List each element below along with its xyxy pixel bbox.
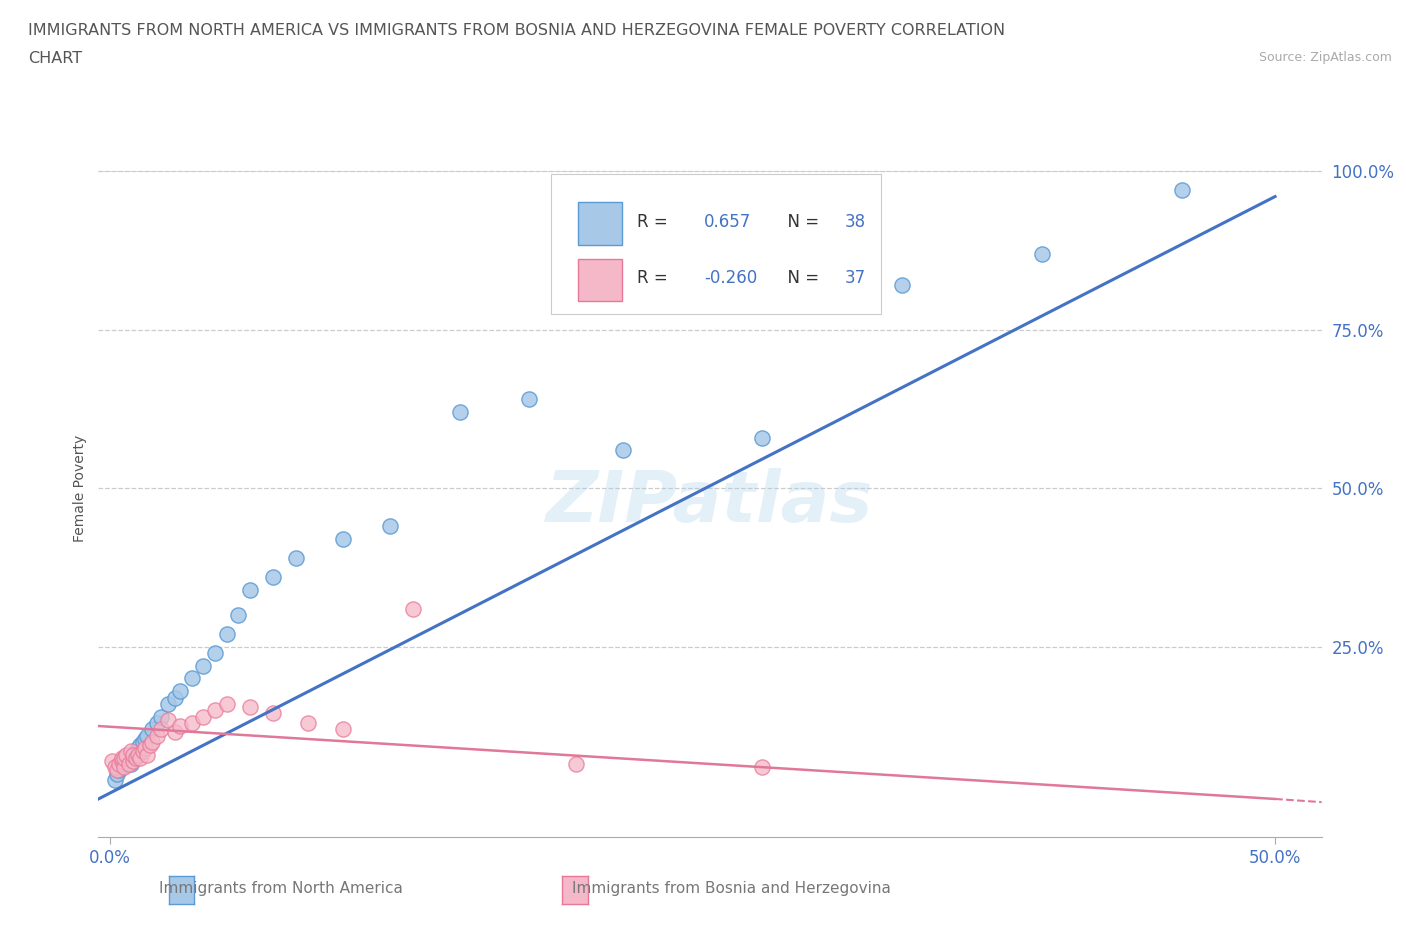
- Point: [297, 715, 319, 730]
- Text: N =: N =: [778, 270, 825, 287]
- Point: [204, 645, 226, 660]
- Point: [193, 709, 215, 724]
- Point: [215, 697, 238, 711]
- Point: [131, 744, 153, 759]
- Point: [180, 671, 202, 686]
- Point: [112, 757, 135, 772]
- Point: [141, 722, 163, 737]
- Point: [157, 697, 180, 711]
- Point: [165, 690, 187, 705]
- Point: [118, 757, 141, 772]
- Point: [891, 278, 914, 293]
- Point: [122, 753, 145, 768]
- Point: [157, 712, 180, 727]
- Point: [115, 753, 138, 768]
- Point: [239, 699, 262, 714]
- Point: [138, 737, 160, 752]
- Text: R =: R =: [637, 270, 672, 287]
- Point: [122, 747, 145, 762]
- Point: [332, 532, 354, 547]
- Point: [204, 703, 226, 718]
- Point: [120, 757, 142, 772]
- Point: [612, 443, 634, 458]
- Point: [136, 728, 159, 743]
- Point: [125, 751, 148, 765]
- Point: [262, 706, 284, 721]
- Text: Source: ZipAtlas.com: Source: ZipAtlas.com: [1258, 51, 1392, 64]
- Point: [127, 741, 149, 756]
- Point: [565, 757, 588, 772]
- Point: [104, 773, 127, 788]
- Point: [169, 684, 191, 698]
- Text: Immigrants from North America: Immigrants from North America: [159, 881, 404, 896]
- Point: [332, 722, 354, 737]
- Point: [145, 728, 167, 743]
- Text: N =: N =: [778, 213, 825, 231]
- Text: 37: 37: [845, 270, 866, 287]
- FancyBboxPatch shape: [578, 259, 621, 301]
- Point: [150, 709, 173, 724]
- Point: [118, 751, 141, 765]
- Point: [105, 763, 128, 777]
- Point: [136, 747, 159, 762]
- Point: [127, 747, 149, 762]
- Text: 38: 38: [845, 213, 866, 231]
- Point: [120, 744, 142, 759]
- Point: [751, 430, 773, 445]
- Point: [111, 751, 134, 765]
- FancyBboxPatch shape: [578, 203, 621, 245]
- Point: [122, 747, 145, 762]
- Point: [125, 744, 148, 759]
- Point: [180, 715, 202, 730]
- Point: [1171, 183, 1194, 198]
- Point: [129, 737, 152, 752]
- Point: [165, 725, 187, 740]
- Point: [378, 519, 401, 534]
- Point: [104, 760, 127, 775]
- Point: [402, 602, 425, 617]
- Point: [115, 747, 138, 762]
- Point: [193, 658, 215, 673]
- Point: [134, 731, 156, 746]
- Point: [239, 582, 262, 597]
- Point: [1031, 246, 1053, 261]
- Point: [262, 569, 284, 584]
- Point: [285, 551, 308, 565]
- Text: 0.657: 0.657: [704, 213, 751, 231]
- Point: [519, 392, 541, 407]
- Point: [108, 763, 131, 777]
- Point: [150, 722, 173, 737]
- Y-axis label: Female Poverty: Female Poverty: [73, 434, 87, 542]
- Point: [449, 405, 471, 419]
- Point: [112, 751, 135, 765]
- Text: CHART: CHART: [28, 51, 82, 66]
- Text: IMMIGRANTS FROM NORTH AMERICA VS IMMIGRANTS FROM BOSNIA AND HERZEGOVINA FEMALE P: IMMIGRANTS FROM NORTH AMERICA VS IMMIGRA…: [28, 23, 1005, 38]
- Point: [226, 607, 249, 622]
- Point: [108, 757, 131, 772]
- Point: [134, 741, 156, 756]
- Point: [145, 715, 167, 730]
- Point: [112, 760, 135, 775]
- Point: [105, 766, 128, 781]
- Point: [101, 753, 124, 768]
- Point: [169, 719, 191, 734]
- Text: Immigrants from Bosnia and Herzegovina: Immigrants from Bosnia and Herzegovina: [572, 881, 890, 896]
- Point: [751, 760, 773, 775]
- FancyBboxPatch shape: [551, 175, 882, 314]
- Text: -0.260: -0.260: [704, 270, 758, 287]
- Point: [111, 753, 134, 768]
- Text: R =: R =: [637, 213, 672, 231]
- Point: [141, 735, 163, 750]
- Point: [111, 760, 134, 775]
- Point: [131, 735, 153, 750]
- Text: ZIPatlas: ZIPatlas: [547, 468, 873, 537]
- Point: [129, 751, 152, 765]
- Point: [215, 627, 238, 642]
